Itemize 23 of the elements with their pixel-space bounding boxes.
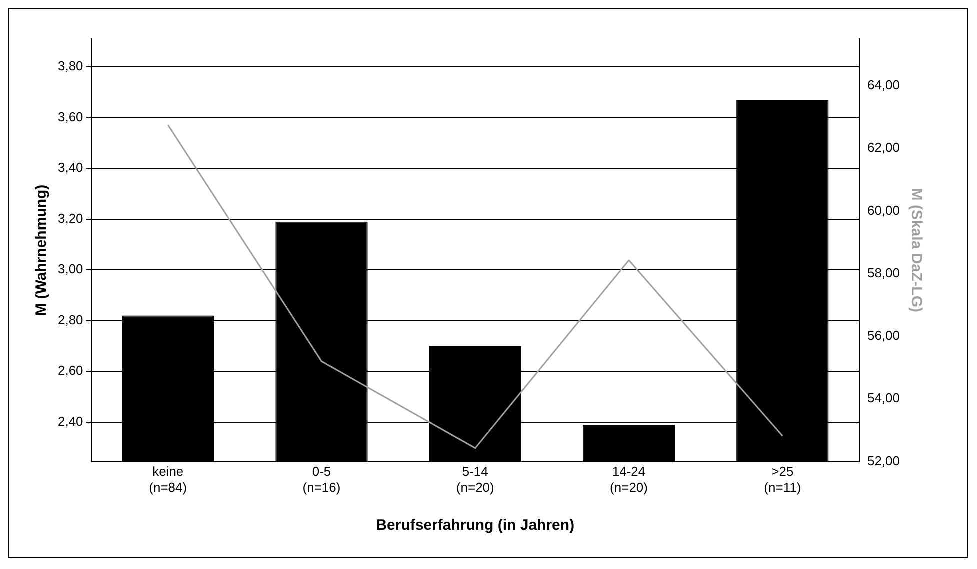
y2-tick-label: 58,00 bbox=[867, 265, 900, 280]
x-tick-label: keine (n=84) bbox=[149, 464, 188, 495]
y-tick-label: 3,60 bbox=[58, 109, 84, 124]
y2-tick-label: 54,00 bbox=[867, 390, 900, 406]
y-axis-title: M (Wahrnehmung) bbox=[33, 184, 50, 316]
y2-tick-label: 62,00 bbox=[867, 140, 900, 156]
y2-axis-title: M (Skala DaZ-LG) bbox=[908, 188, 925, 312]
x-axis-title: Berufserfahrung (in Jahren) bbox=[376, 517, 575, 534]
y-tick-label: 3,20 bbox=[58, 210, 84, 226]
y-tick-label: 2,40 bbox=[58, 414, 84, 430]
y-tick-label: 2,80 bbox=[58, 312, 84, 328]
y2-tick-label: 52,00 bbox=[867, 453, 900, 468]
y2-tick-label: 60,00 bbox=[867, 202, 900, 218]
x-tick-label: >25 (n=11) bbox=[764, 464, 802, 495]
y-tick-label: 3,80 bbox=[58, 58, 84, 74]
y-tick-label: 3,40 bbox=[58, 160, 84, 176]
y-tick-label: 2,60 bbox=[58, 363, 84, 378]
y2-tick-label: 56,00 bbox=[867, 328, 900, 344]
y2-tick-label: 64,00 bbox=[867, 78, 900, 93]
x-tick-label: 0-5 (n=16) bbox=[302, 464, 341, 495]
x-tick-label: 5-14 (n=20) bbox=[456, 464, 494, 495]
x-tick-label: 14-24 (n=20) bbox=[610, 464, 648, 495]
y-tick-label: 3,00 bbox=[58, 262, 84, 277]
